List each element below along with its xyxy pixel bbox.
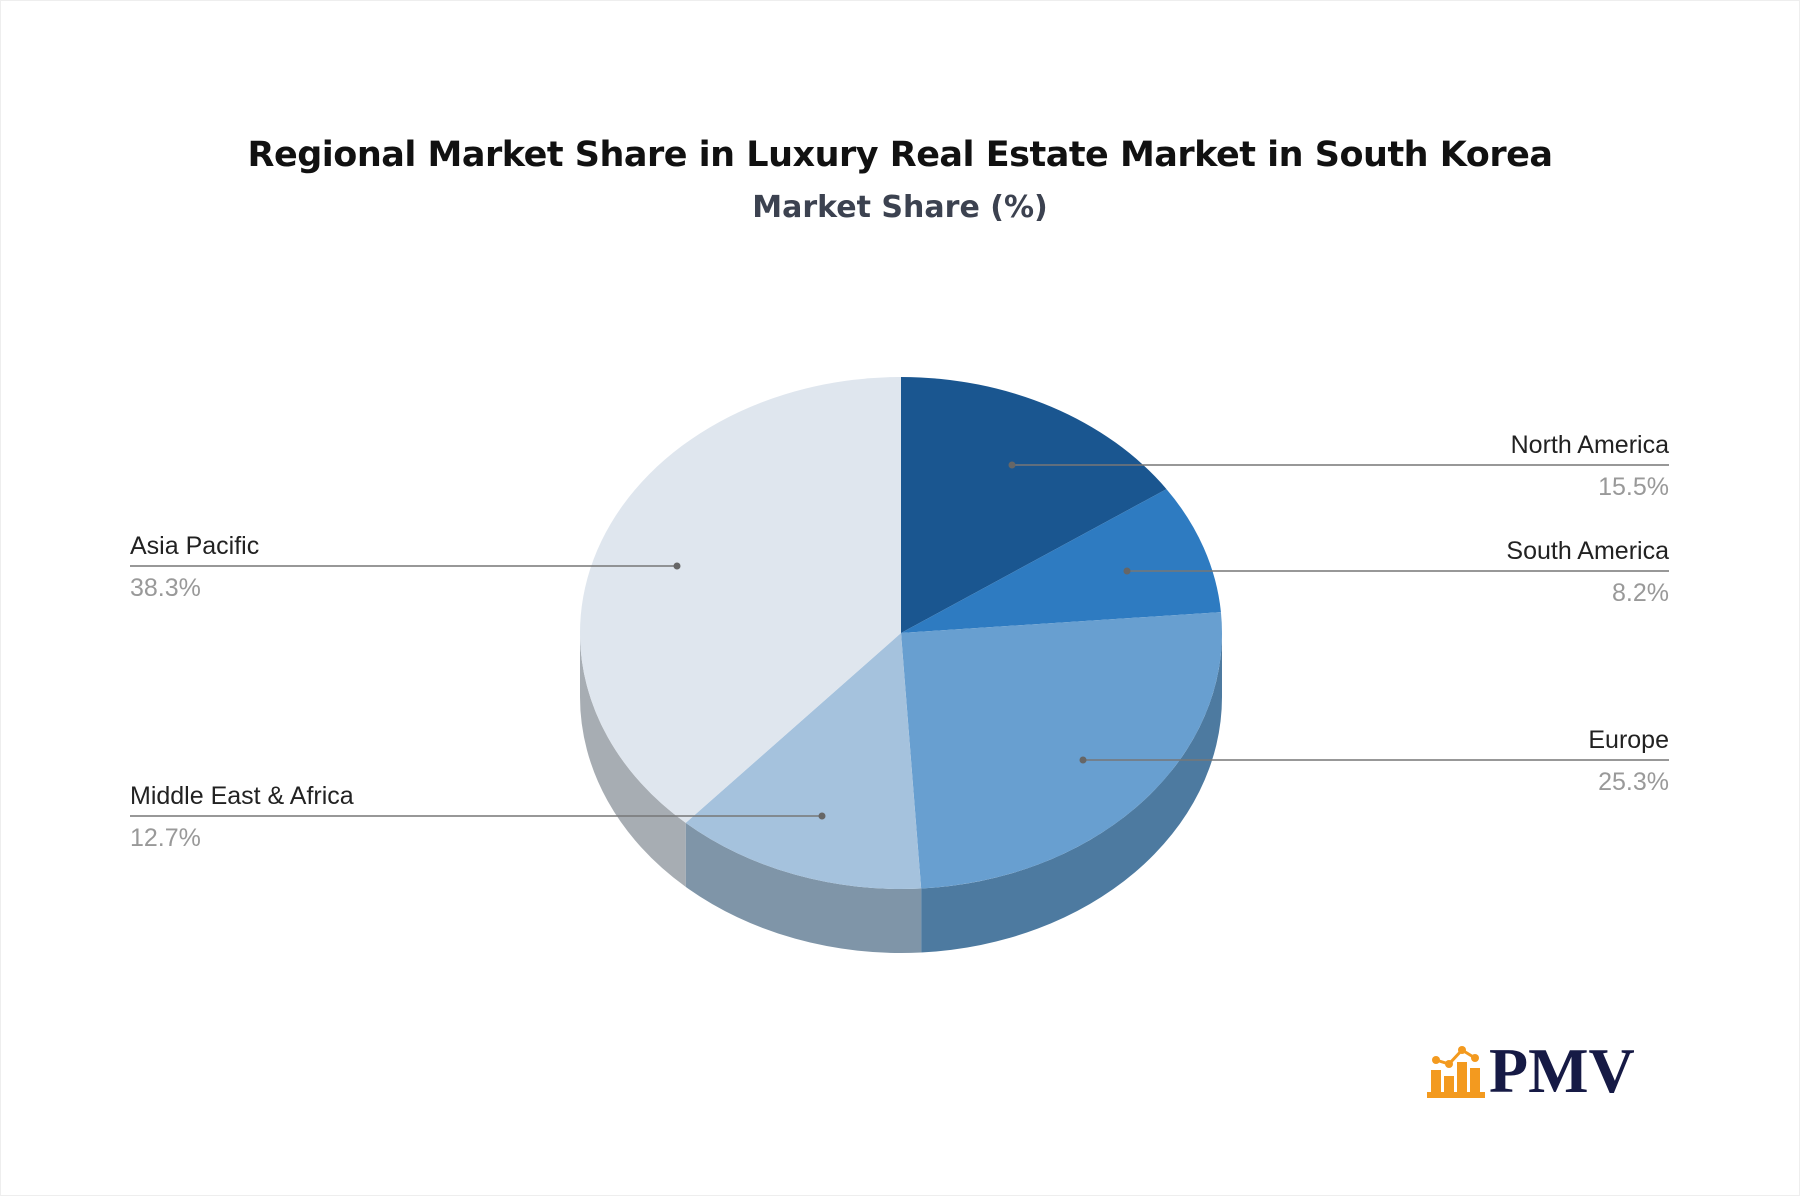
bar-chart-icon — [1427, 1046, 1485, 1098]
chart-title: Regional Market Share in Luxury Real Est… — [247, 135, 1553, 175]
leader-dot — [818, 812, 826, 820]
slice-value: 38.3% — [130, 574, 201, 602]
slice-value: 8.2% — [1612, 579, 1669, 607]
pie-side-middle-east-africa — [685, 822, 922, 953]
leader-dot — [1123, 567, 1131, 575]
pie-slice-north-america[interactable] — [901, 377, 1167, 633]
slice-label: Asia Pacific — [130, 532, 259, 560]
leader-dot — [673, 562, 681, 570]
pie-slice-europe[interactable] — [901, 612, 1222, 889]
slice-value: 12.7% — [130, 824, 201, 852]
leader-dot — [1079, 756, 1087, 764]
chart-subtitle: Market Share (%) — [752, 190, 1048, 225]
slice-value: 15.5% — [1598, 473, 1669, 501]
pie-slice-middle-east-africa[interactable] — [685, 633, 922, 889]
slice-value: 25.3% — [1598, 768, 1669, 796]
pie-slice-asia-pacific[interactable] — [579, 377, 901, 823]
logo-text: PMV — [1489, 1035, 1635, 1106]
slice-label: Europe — [1588, 726, 1669, 754]
pie-side-europe — [921, 633, 1222, 953]
pie-slice-south-america[interactable] — [901, 489, 1221, 633]
slice-label: Middle East & Africa — [130, 782, 354, 810]
slice-label: South America — [1506, 537, 1669, 565]
pie-side-asia-pacific — [580, 633, 686, 887]
slice-label: North America — [1511, 431, 1669, 459]
leader-dot — [1008, 461, 1016, 469]
logo: PMV — [1425, 1035, 1645, 1106]
